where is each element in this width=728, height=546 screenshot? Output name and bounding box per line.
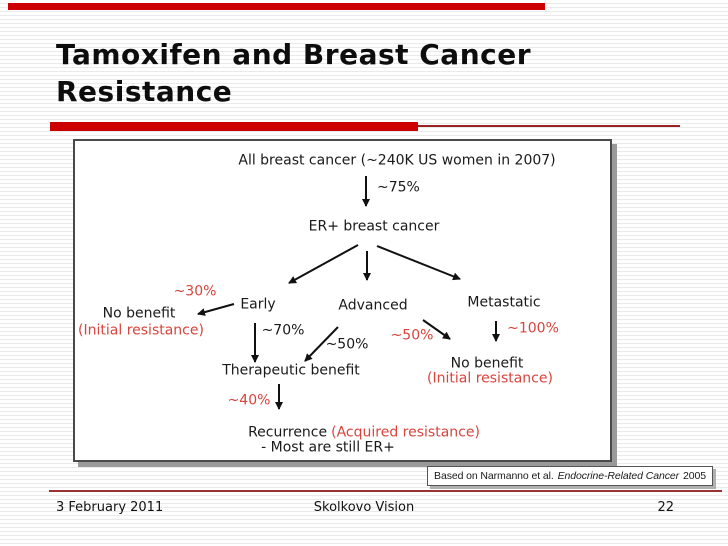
node-advanced: Advanced [338, 297, 408, 314]
footer-divider [49, 490, 722, 492]
label-pct-75: ~75% [377, 179, 420, 196]
citation-journal: Endocrine-Related Cancer [557, 470, 679, 482]
footer-date: 3 February 2011 [56, 500, 164, 515]
footer-page-number: 22 [657, 500, 674, 515]
node-recurrence: Recurrence (Acquired resistance) [248, 425, 480, 440]
label-pct-30: ~30% [173, 283, 217, 300]
node-early: Early [240, 296, 276, 313]
node-all-breast-cancer: All breast cancer (~240K US women in 200… [238, 152, 556, 169]
label-pct-70: ~70% [261, 322, 305, 339]
node-metastatic: Metastatic [467, 294, 541, 311]
node-therapeutic-benefit: Therapeutic benefit [222, 362, 360, 379]
node-er-positive: ER+ breast cancer [308, 218, 440, 235]
label-pct-40: ~40% [227, 392, 271, 409]
node-no-benefit-right-line1: No benefit [450, 355, 524, 372]
title-underline-thin [418, 125, 680, 127]
title-underline-thick [50, 122, 418, 131]
label-pct-50-red: ~50% [390, 327, 434, 344]
recurrence-label-black: Recurrence [248, 424, 328, 441]
recurrence-label-red: (Acquired resistance) [331, 424, 480, 441]
slide-title-line1: Tamoxifen and Breast Cancer [56, 38, 532, 71]
citation-box: Based on Narmanno et al. Endocrine-Relate… [427, 466, 713, 486]
citation-prefix: Based on Narmanno et al. [434, 470, 554, 482]
node-no-benefit-left-line1: No benefit [102, 305, 176, 322]
label-pct-100: ~100% [507, 320, 559, 337]
node-no-benefit-left-line2: (Initial resistance) [78, 322, 204, 339]
footer: 3 February 2011 Skolkovo Vision 22 [0, 500, 728, 518]
slide-title: Tamoxifen and Breast Cancer Resistance [56, 36, 696, 110]
node-recurrence-note: - Most are still ER+ [261, 439, 395, 456]
top-accent-bar [8, 3, 545, 10]
flowchart-box [73, 139, 612, 462]
footer-organization: Skolkovo Vision [313, 500, 415, 515]
node-no-benefit-right-line2: (Initial resistance) [427, 370, 553, 387]
citation-year: 2005 [682, 470, 706, 482]
slide-title-line2: Resistance [56, 75, 233, 108]
label-pct-50-black: ~50% [325, 336, 369, 353]
